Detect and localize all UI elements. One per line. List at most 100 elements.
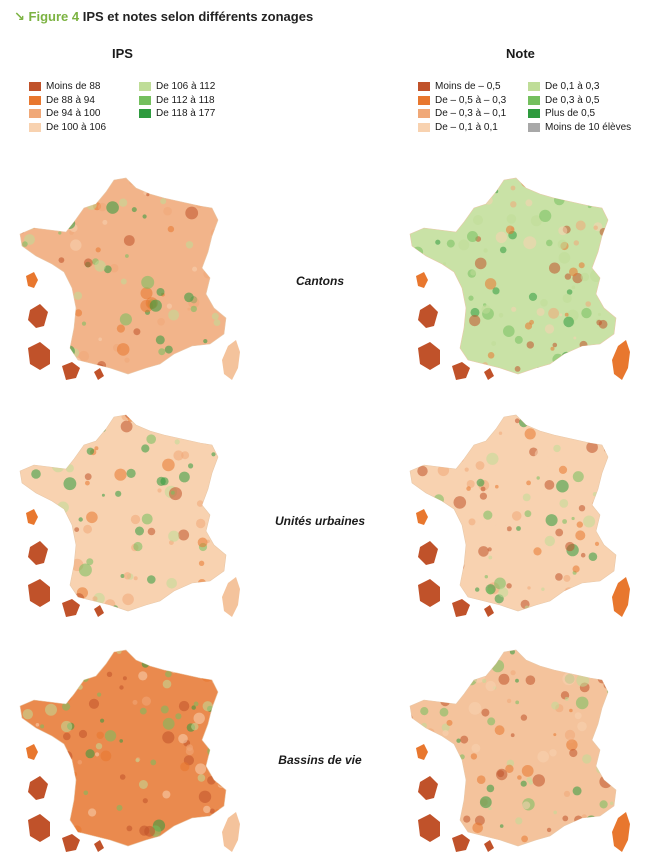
zone-patch [528, 639, 532, 643]
zone-patch [45, 703, 57, 716]
zone-patch [544, 324, 555, 334]
zone-patch [499, 824, 504, 828]
zone-patch [433, 660, 445, 672]
overseas-department-shape [94, 605, 104, 617]
zone-patch [410, 682, 413, 690]
zone-patch [20, 255, 30, 268]
zone-patch [193, 606, 200, 611]
zone-patch [569, 748, 578, 758]
zone-patch [198, 560, 205, 566]
zone-patch [122, 593, 134, 606]
zone-patch [563, 574, 571, 582]
zone-patch [604, 446, 610, 453]
zone-patch [20, 349, 23, 355]
zone-patch [114, 468, 127, 481]
zone-patch [494, 522, 508, 536]
zone-patch [171, 667, 178, 674]
overseas-department-shape [416, 509, 428, 525]
zone-patch [212, 415, 225, 420]
zone-patch [410, 712, 413, 724]
zone-patch [593, 225, 598, 230]
zone-patch [495, 484, 499, 489]
zone-patch [197, 537, 208, 548]
zone-patch [464, 467, 469, 472]
zone-patch [53, 553, 59, 558]
zone-patch [544, 535, 555, 547]
zone-patch [453, 673, 463, 683]
zone-patch [159, 168, 165, 174]
zone-patch [43, 530, 53, 540]
zone-patch [201, 671, 213, 682]
zone-patch [414, 454, 422, 461]
zone-patch [104, 730, 117, 742]
zone-patch [47, 683, 57, 693]
zone-patch [498, 673, 510, 685]
zone-patch [575, 530, 586, 541]
zone-patch [475, 461, 485, 470]
zone-patch [138, 671, 148, 681]
overseas-department-shape [484, 840, 494, 852]
zone-patch [53, 529, 57, 533]
zone-patch [99, 426, 106, 433]
zone-patch [476, 775, 486, 784]
zone-patch [437, 464, 450, 477]
zone-patch [25, 606, 29, 610]
zone-patch [517, 775, 522, 780]
zone-patch [449, 307, 462, 321]
zone-patch [572, 594, 579, 600]
legend-swatch [418, 122, 430, 132]
zone-patch [592, 500, 601, 509]
zone-patch [599, 775, 613, 789]
zone-patch [29, 671, 33, 676]
zone-patch [592, 492, 598, 497]
zone-patch [62, 547, 71, 556]
zone-patch [120, 420, 133, 433]
overseas-department-shape [28, 776, 48, 800]
zone-patch [47, 189, 57, 199]
zone-patch [456, 581, 466, 590]
legend-swatch [139, 95, 151, 105]
zone-patch [60, 650, 70, 652]
zone-patch [576, 178, 589, 189]
zone-patch [158, 178, 171, 182]
zone-patch [558, 465, 568, 474]
zone-patch [21, 486, 27, 492]
zone-patch [458, 239, 470, 251]
zone-patch [133, 328, 141, 336]
zone-patch [118, 198, 128, 207]
zone-patch [434, 747, 440, 754]
zone-patch [446, 719, 453, 726]
zone-patch [20, 218, 26, 225]
zone-patch [211, 407, 214, 410]
zone-patch [31, 469, 41, 479]
zone-patch [547, 602, 555, 610]
zone-patch [475, 587, 480, 592]
zone-patch [502, 607, 510, 611]
zone-patch [450, 206, 457, 214]
zone-patch [203, 805, 211, 814]
zone-patch [57, 845, 65, 846]
zone-patch [124, 357, 130, 363]
zone-patch [472, 822, 483, 834]
zone-patch [564, 664, 570, 670]
zone-patch [595, 830, 603, 838]
zone-patch [167, 225, 175, 233]
zone-patch [208, 668, 220, 681]
zone-patch [411, 526, 423, 538]
map-ips-unites-urbaines [19, 407, 240, 617]
zone-patch [95, 247, 101, 253]
zone-patch [23, 662, 27, 667]
zone-patch [160, 477, 169, 486]
zone-patch [208, 178, 216, 186]
zone-patch [460, 735, 469, 744]
zone-patch [441, 540, 452, 551]
zone-patch [85, 480, 90, 486]
zone-patch [194, 458, 205, 470]
zone-patch [544, 178, 553, 187]
zone-patch [505, 764, 514, 773]
zone-patch [46, 283, 58, 296]
zone-patch [20, 179, 22, 189]
zone-patch [101, 420, 107, 426]
overseas-department-shape [418, 814, 440, 842]
zone-patch [95, 752, 100, 757]
